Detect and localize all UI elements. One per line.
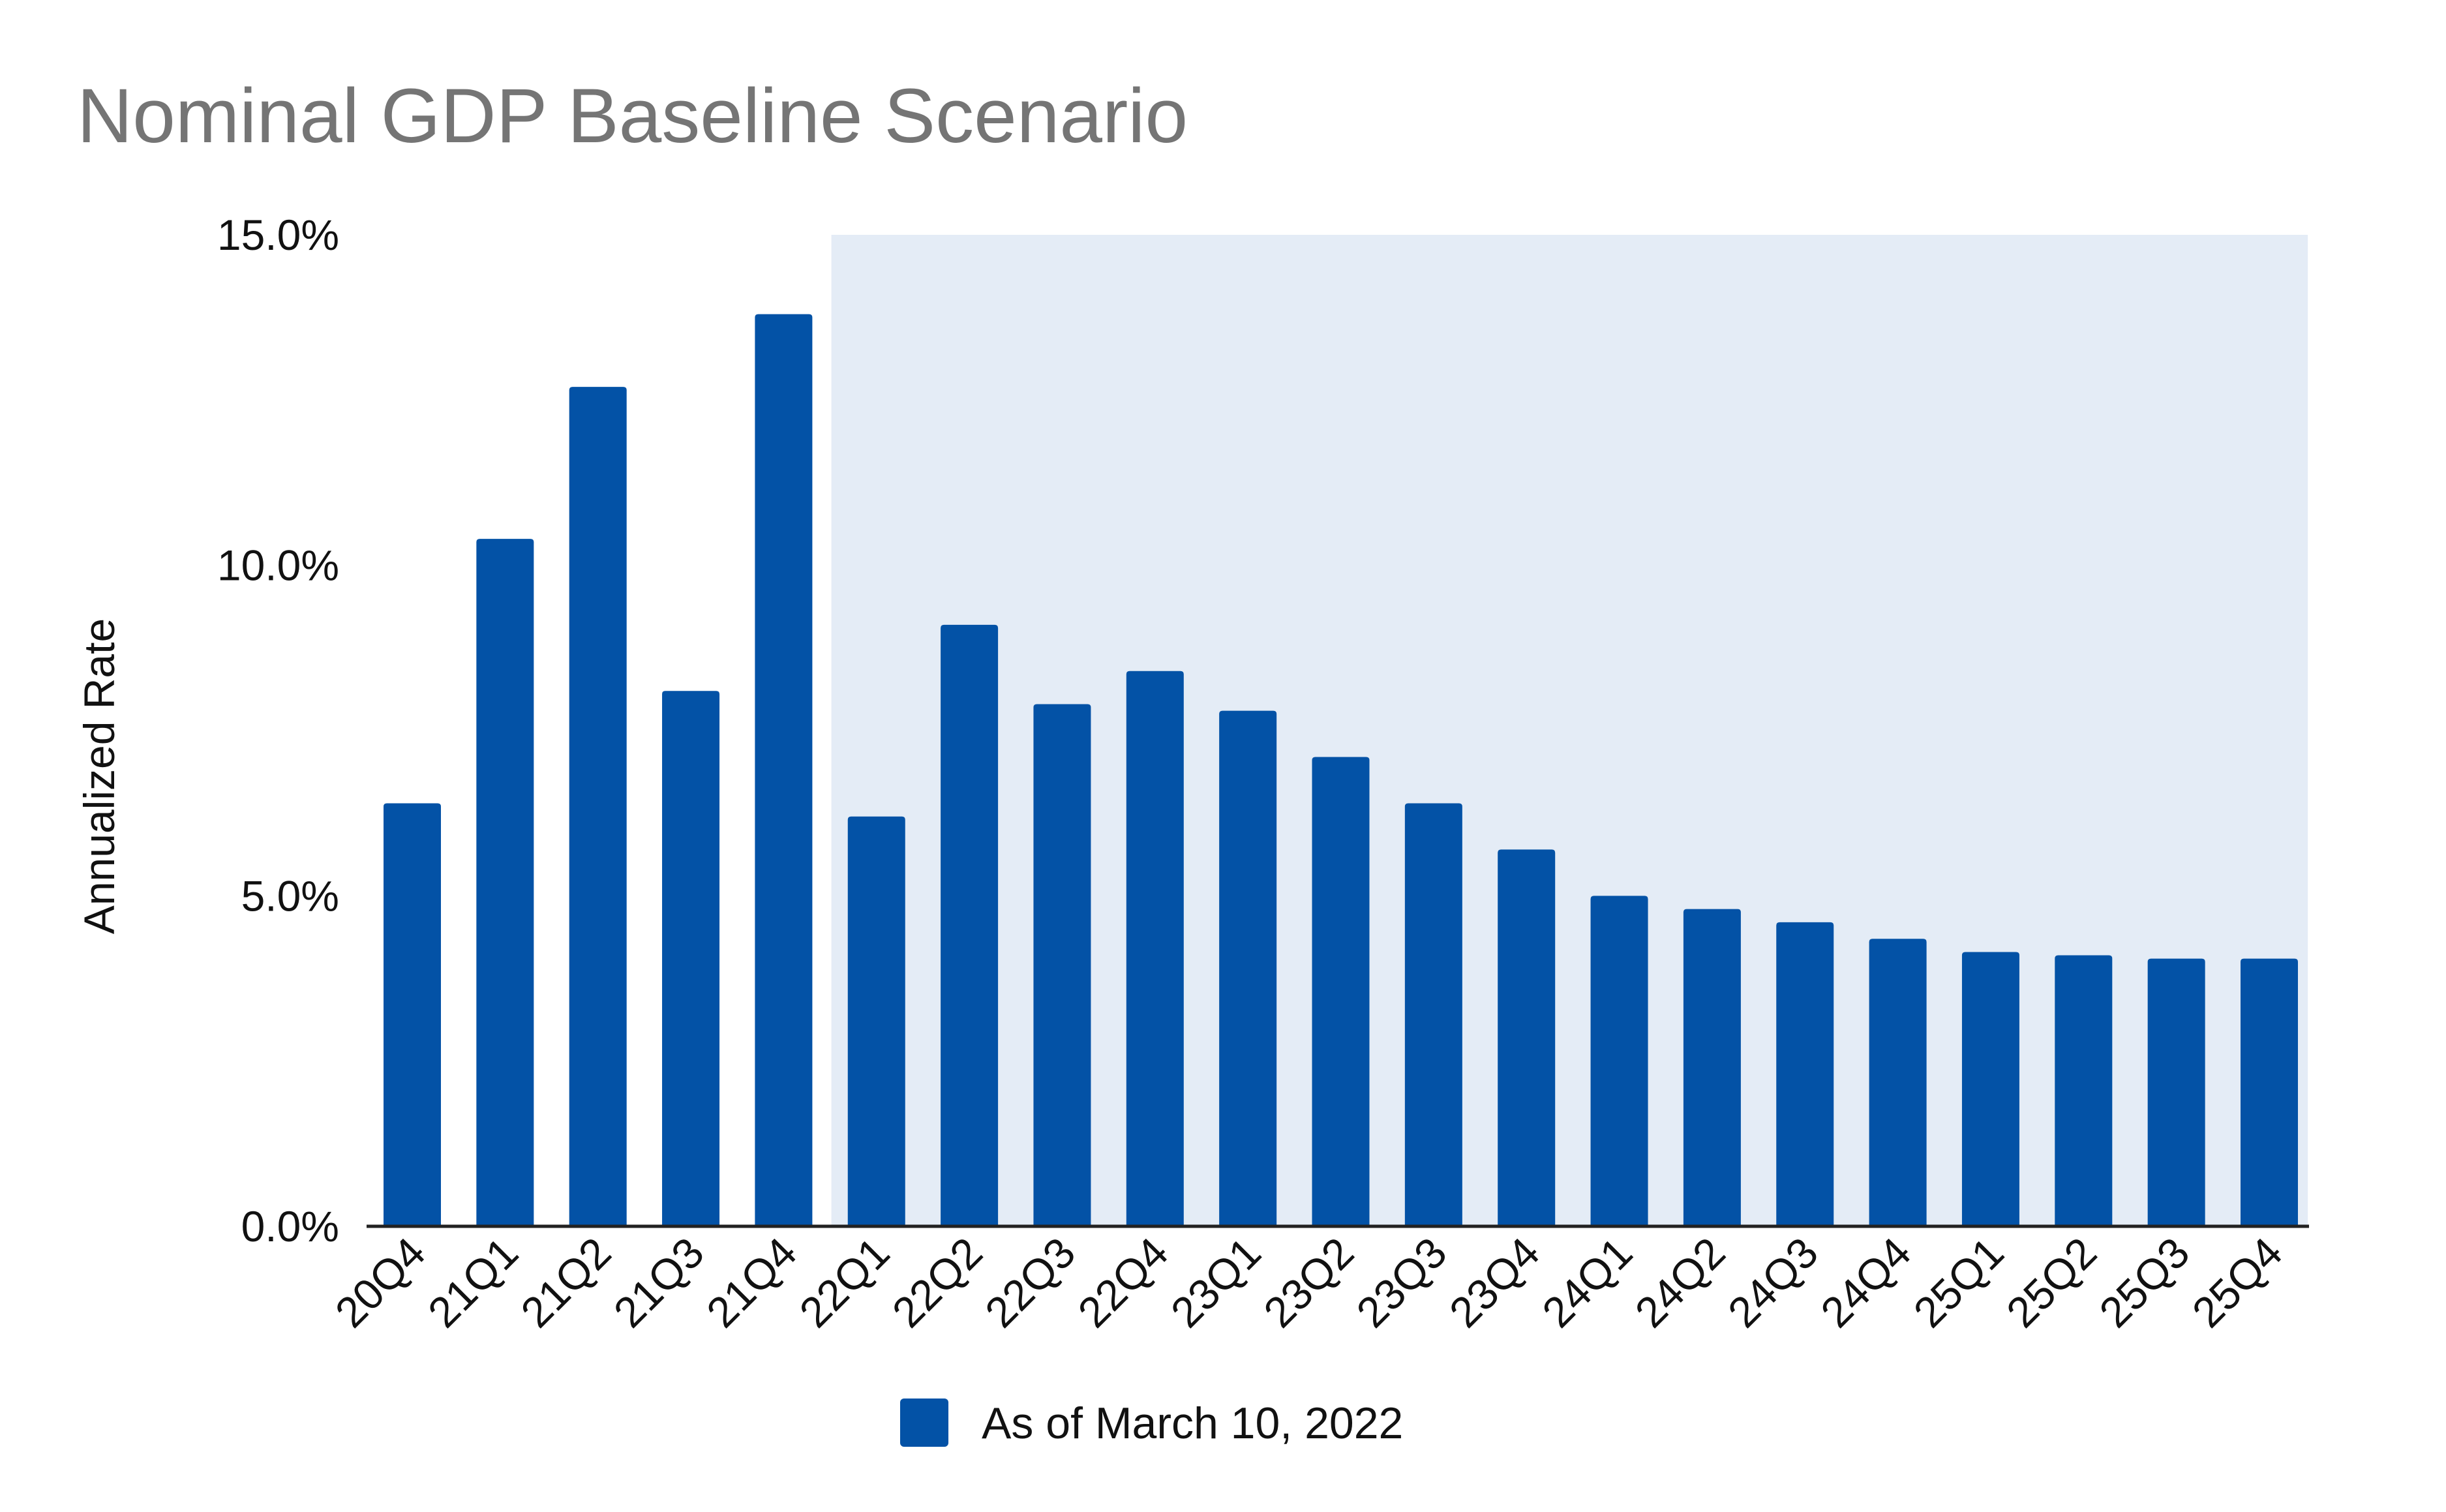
y-tick-label: 5.0% — [241, 871, 339, 920]
x-tick-label: 25Q4 — [2182, 1228, 2291, 1337]
y-axis-title: Annualized Rate — [75, 618, 123, 934]
bar-24Q4 — [1869, 939, 1927, 1226]
x-tick-label: 23Q4 — [1440, 1228, 1549, 1337]
x-tick-label: 21Q3 — [604, 1228, 713, 1337]
bar-24Q2 — [1683, 909, 1741, 1226]
bar-24Q3 — [1776, 922, 1834, 1226]
bar-25Q1 — [1961, 952, 2019, 1226]
x-tick-label: 23Q3 — [1347, 1228, 1456, 1337]
y-axis-ticks: 0.0% 5.0% 10.0% 15.0% — [217, 211, 339, 1250]
bars — [384, 314, 2298, 1227]
bar-25Q2 — [2055, 955, 2113, 1226]
x-tick-label: 22Q3 — [976, 1228, 1085, 1337]
y-tick-label: 0.0% — [241, 1202, 339, 1250]
x-axis-ticks: 20Q421Q121Q221Q321Q422Q122Q222Q322Q423Q1… — [325, 1228, 2291, 1337]
y-tick-label: 10.0% — [217, 541, 339, 590]
bar-22Q1 — [847, 816, 905, 1226]
bar-23Q4 — [1498, 849, 1556, 1226]
x-tick-label: 21Q2 — [511, 1228, 620, 1337]
legend-swatch — [900, 1399, 948, 1447]
x-tick-label: 22Q2 — [883, 1228, 991, 1337]
bar-23Q3 — [1404, 803, 1462, 1226]
x-tick-label: 24Q2 — [1625, 1228, 1734, 1337]
bar-25Q4 — [2241, 958, 2298, 1226]
x-tick-label: 24Q4 — [1811, 1228, 1920, 1337]
x-tick-label: 25Q2 — [1997, 1228, 2106, 1337]
bar-20Q4 — [384, 803, 441, 1226]
x-tick-label: 20Q4 — [325, 1228, 434, 1337]
bar-23Q2 — [1312, 757, 1370, 1226]
x-tick-label: 22Q4 — [1068, 1228, 1177, 1337]
bar-25Q3 — [2147, 958, 2205, 1226]
chart-title: Nominal GDP Baseline Scenario — [77, 73, 1188, 159]
bar-22Q3 — [1033, 704, 1091, 1226]
x-tick-label: 24Q1 — [1533, 1228, 1642, 1337]
x-tick-label: 25Q3 — [2090, 1228, 2199, 1337]
bar-24Q1 — [1590, 896, 1648, 1226]
x-tick-label: 22Q1 — [790, 1228, 899, 1337]
legend-label: As of March 10, 2022 — [982, 1399, 1403, 1448]
y-tick-label: 15.0% — [217, 211, 339, 259]
bar-21Q1 — [476, 539, 534, 1227]
x-tick-label: 23Q1 — [1162, 1228, 1271, 1337]
x-tick-label: 25Q1 — [1904, 1228, 2013, 1337]
x-tick-label: 21Q4 — [697, 1228, 806, 1337]
bar-23Q1 — [1219, 710, 1277, 1226]
x-tick-label: 23Q2 — [1254, 1228, 1363, 1337]
legend: As of March 10, 2022 — [900, 1399, 1403, 1448]
x-tick-label: 21Q1 — [419, 1228, 528, 1337]
bar-21Q2 — [569, 387, 627, 1226]
x-tick-label: 24Q3 — [1719, 1228, 1828, 1337]
bar-22Q4 — [1126, 671, 1184, 1226]
bar-21Q4 — [755, 314, 813, 1227]
bar-21Q3 — [662, 691, 720, 1226]
bar-22Q2 — [941, 624, 999, 1226]
